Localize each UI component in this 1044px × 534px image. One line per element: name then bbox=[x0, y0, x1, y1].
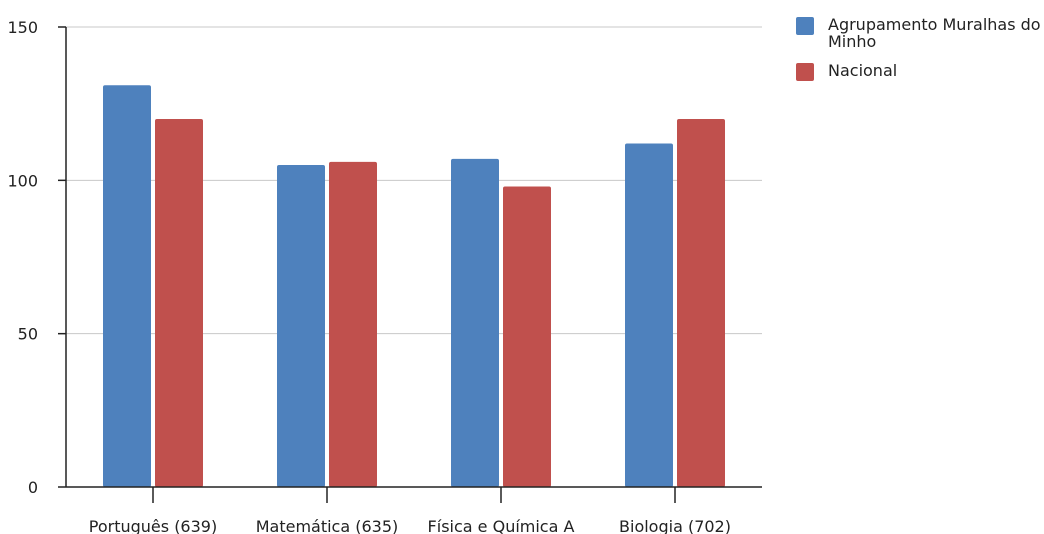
chart-legend: Agrupamento Muralhas do Minho Nacional bbox=[796, 16, 1042, 93]
bar-1-0 bbox=[155, 119, 203, 487]
x-tick-label-0: Português (639) bbox=[89, 517, 217, 534]
legend-swatch-nacional bbox=[796, 63, 814, 81]
legend-label-nacional: Nacional bbox=[828, 62, 897, 79]
bar-0-2 bbox=[451, 159, 499, 487]
bars bbox=[103, 85, 725, 487]
legend-swatch-agrupamento bbox=[796, 17, 814, 35]
bar-1-1 bbox=[329, 162, 377, 487]
legend-item-agrupamento: Agrupamento Muralhas do Minho bbox=[796, 16, 1042, 50]
x-tick-label-1: Matemática (635) bbox=[256, 517, 399, 534]
x-tick-label-2: Física e Química A bbox=[428, 517, 575, 534]
legend-item-nacional: Nacional bbox=[796, 62, 1042, 81]
legend-label-agrupamento: Agrupamento Muralhas do Minho bbox=[828, 16, 1042, 50]
bar-0-0 bbox=[103, 85, 151, 487]
bar-0-1 bbox=[277, 165, 325, 487]
y-tick-label-100: 100 bbox=[7, 171, 38, 190]
y-tick-label-50: 50 bbox=[18, 325, 38, 344]
bar-0-3 bbox=[625, 144, 673, 487]
y-tick-label-0: 0 bbox=[28, 478, 38, 497]
y-tick-label-150: 150 bbox=[7, 18, 38, 37]
bar-1-2 bbox=[503, 186, 551, 487]
bar-1-3 bbox=[677, 119, 725, 487]
bar-chart: 0 50 100 150 Português (639) Matemática (635)… bbox=[0, 0, 780, 534]
x-tick-label-3: Biologia (702) bbox=[619, 517, 731, 534]
